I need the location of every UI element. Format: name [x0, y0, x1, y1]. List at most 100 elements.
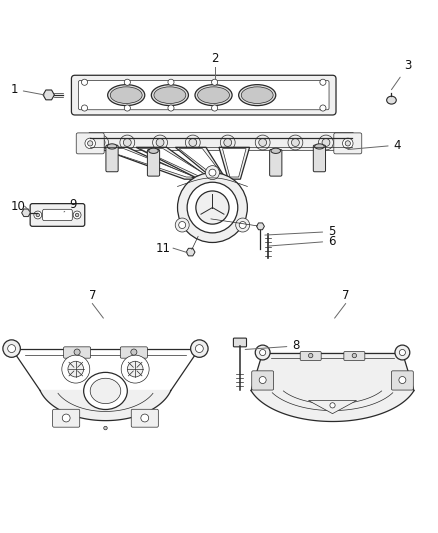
Circle shape [124, 105, 131, 111]
Polygon shape [100, 149, 195, 177]
Ellipse shape [271, 148, 281, 154]
Polygon shape [179, 149, 224, 177]
Polygon shape [186, 248, 195, 256]
Ellipse shape [198, 87, 230, 103]
Text: 4: 4 [348, 139, 401, 151]
Polygon shape [251, 352, 414, 422]
Ellipse shape [241, 87, 273, 103]
FancyBboxPatch shape [106, 145, 118, 172]
Circle shape [88, 141, 93, 146]
Ellipse shape [110, 87, 142, 103]
Ellipse shape [90, 378, 121, 403]
Circle shape [212, 105, 218, 111]
FancyBboxPatch shape [30, 204, 85, 227]
Circle shape [330, 403, 335, 408]
Circle shape [141, 414, 149, 422]
Circle shape [187, 182, 238, 233]
Circle shape [209, 169, 216, 176]
Circle shape [104, 426, 107, 430]
Ellipse shape [154, 87, 186, 103]
Circle shape [168, 105, 174, 111]
Text: 7: 7 [342, 289, 350, 302]
Polygon shape [43, 90, 54, 100]
Circle shape [131, 349, 137, 355]
Ellipse shape [195, 85, 232, 106]
Circle shape [189, 139, 197, 147]
Circle shape [75, 213, 79, 217]
FancyBboxPatch shape [78, 80, 329, 110]
Circle shape [3, 340, 20, 357]
Text: 11: 11 [156, 241, 171, 255]
Text: 9: 9 [64, 198, 77, 212]
Circle shape [322, 139, 330, 147]
FancyBboxPatch shape [300, 352, 321, 360]
Polygon shape [175, 147, 226, 179]
FancyBboxPatch shape [64, 347, 91, 358]
Circle shape [288, 135, 303, 150]
Circle shape [205, 166, 219, 180]
Ellipse shape [314, 144, 324, 149]
Circle shape [62, 414, 70, 422]
Circle shape [177, 173, 247, 243]
FancyBboxPatch shape [76, 133, 104, 154]
Circle shape [308, 353, 313, 358]
Circle shape [124, 139, 131, 147]
Circle shape [343, 138, 353, 149]
Polygon shape [97, 147, 197, 179]
FancyBboxPatch shape [120, 347, 148, 358]
Circle shape [195, 345, 203, 352]
Circle shape [320, 79, 326, 85]
Polygon shape [223, 149, 246, 177]
Circle shape [236, 218, 250, 232]
Text: 2: 2 [211, 52, 219, 65]
Ellipse shape [239, 85, 276, 106]
Circle shape [121, 355, 149, 383]
Circle shape [255, 345, 270, 360]
Circle shape [124, 79, 131, 85]
Polygon shape [140, 149, 209, 177]
Ellipse shape [107, 144, 117, 149]
Ellipse shape [84, 373, 127, 409]
Polygon shape [257, 223, 265, 230]
FancyBboxPatch shape [313, 145, 325, 172]
Circle shape [81, 105, 88, 111]
Text: 7: 7 [88, 289, 96, 302]
Text: 8: 8 [245, 340, 300, 352]
Circle shape [259, 376, 266, 384]
Circle shape [97, 139, 105, 147]
Circle shape [191, 340, 208, 357]
Circle shape [318, 135, 333, 150]
Polygon shape [308, 400, 357, 414]
FancyBboxPatch shape [53, 409, 80, 427]
Polygon shape [219, 147, 250, 179]
FancyBboxPatch shape [71, 75, 336, 115]
Circle shape [291, 139, 299, 147]
Circle shape [8, 345, 15, 352]
Circle shape [255, 135, 270, 150]
Circle shape [62, 355, 90, 383]
Circle shape [399, 350, 406, 356]
Text: 10: 10 [11, 200, 25, 213]
Ellipse shape [108, 85, 145, 106]
Circle shape [120, 135, 135, 150]
Circle shape [68, 361, 84, 377]
Circle shape [345, 141, 350, 146]
Circle shape [395, 345, 410, 360]
FancyBboxPatch shape [252, 371, 274, 390]
Circle shape [260, 350, 266, 356]
Ellipse shape [149, 148, 158, 154]
Circle shape [74, 349, 80, 355]
Ellipse shape [387, 96, 396, 104]
Text: 5: 5 [265, 225, 336, 238]
Circle shape [342, 139, 350, 147]
Ellipse shape [151, 85, 188, 106]
FancyBboxPatch shape [88, 133, 354, 150]
Circle shape [36, 213, 39, 217]
Circle shape [399, 376, 406, 384]
Polygon shape [21, 209, 30, 216]
FancyBboxPatch shape [344, 352, 365, 360]
FancyBboxPatch shape [148, 149, 159, 176]
FancyBboxPatch shape [131, 409, 158, 427]
FancyBboxPatch shape [334, 133, 362, 154]
Circle shape [85, 138, 95, 149]
